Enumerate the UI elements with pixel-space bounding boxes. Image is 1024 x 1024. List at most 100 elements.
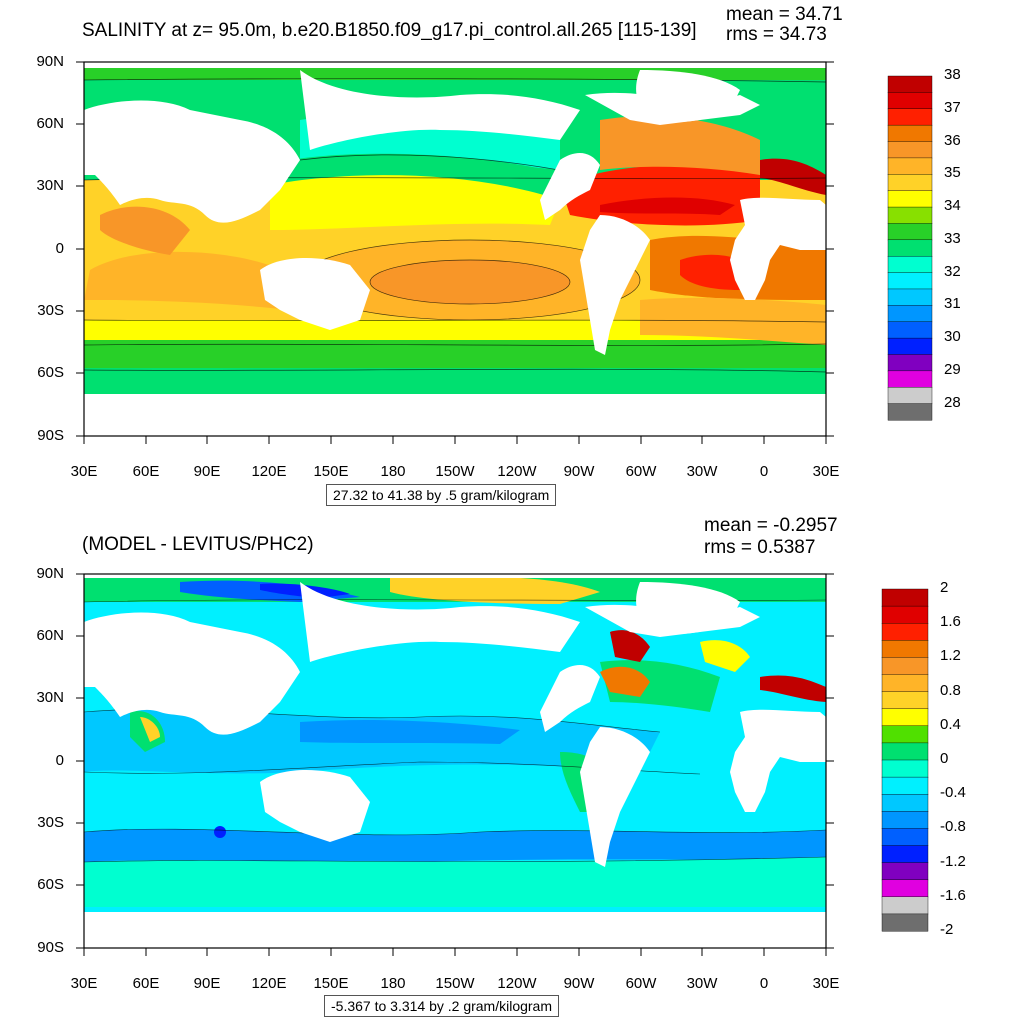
colorbar-label: 0	[940, 750, 949, 767]
difference-rms: rms = 0.5387	[704, 537, 816, 558]
lon-label: 90W	[563, 463, 595, 480]
colorbar-swatch	[881, 845, 929, 864]
lat-label-90s: 90S	[37, 939, 64, 956]
lon-label: 30E	[812, 975, 840, 992]
colorbar-swatch	[887, 75, 933, 93]
lon-label: 120W	[497, 463, 537, 480]
colorbar-swatch	[887, 239, 933, 257]
colorbar-swatch	[881, 742, 929, 761]
lon-label: 0	[759, 975, 769, 992]
colorbar-swatch	[887, 403, 933, 421]
difference-field	[84, 574, 826, 948]
colorbar-swatch	[887, 321, 933, 339]
difference-mean: mean = -0.2957	[704, 515, 838, 536]
difference-colorbar	[881, 588, 929, 932]
lat-label-60s: 60S	[37, 364, 64, 381]
colorbar-swatch	[881, 708, 929, 727]
colorbar-swatch	[887, 206, 933, 224]
lon-label: 60W	[625, 463, 657, 480]
colorbar-swatch	[881, 674, 929, 693]
colorbar-swatch	[887, 288, 933, 306]
lat-label-60n: 60N	[36, 115, 64, 132]
colorbar-label: 1.2	[940, 647, 961, 665]
colorbar-swatch	[887, 124, 933, 143]
difference-map-title: (MODEL - LEVITUS/PHC2)	[82, 534, 314, 555]
lon-label: 150E	[313, 463, 349, 480]
colorbar-label: 36	[944, 131, 961, 149]
salinity-map	[76, 61, 933, 444]
axis-ticks	[76, 573, 834, 956]
colorbar-swatch	[887, 92, 933, 110]
colorbar-swatch	[887, 305, 933, 323]
colorbar-swatch	[881, 725, 929, 744]
colorbar-swatch	[881, 622, 929, 641]
lon-label: 60E	[132, 975, 160, 992]
colorbar-swatch	[887, 387, 933, 405]
colorbar-label: -0.4	[940, 784, 966, 802]
lon-label: 180	[380, 975, 406, 992]
colorbar-swatch	[881, 879, 929, 898]
lon-label: 30E	[70, 463, 98, 480]
salinity-mean: mean = 34.71	[726, 4, 843, 25]
lat-label-0: 0	[55, 752, 64, 769]
lon-label: 150W	[435, 975, 475, 992]
colorbar-swatch	[887, 157, 933, 175]
colorbar-label: 33	[944, 229, 961, 247]
colorbar-swatch	[887, 354, 933, 372]
colorbar-swatch	[881, 913, 929, 932]
salinity-map-title: SALINITY at z= 95.0m, b.e20.B1850.f09_g1…	[82, 20, 697, 41]
colorbar-label: -1.2	[940, 852, 966, 870]
colorbar-label: -1.6	[940, 886, 966, 904]
colorbar-swatch	[887, 190, 933, 208]
colorbar-swatch	[881, 862, 929, 881]
colorbar-label: 0.4	[940, 715, 961, 733]
colorbar-swatch	[887, 141, 933, 159]
colorbar-label: 1.6	[940, 613, 961, 631]
lon-label: 30E	[70, 975, 98, 992]
colorbar-label: 35	[944, 164, 961, 182]
lon-label: 60E	[132, 463, 160, 480]
lat-label-90n: 90N	[36, 565, 64, 582]
colorbar-label: 28	[944, 393, 961, 411]
colorbar-swatch	[881, 794, 929, 812]
colorbar-swatch	[881, 896, 929, 915]
colorbar-label: 30	[944, 328, 961, 346]
lon-label: 120E	[251, 463, 287, 480]
colorbar-swatch	[887, 174, 933, 192]
colorbar-swatch	[881, 588, 929, 607]
lat-label-30s: 30S	[37, 814, 64, 831]
colorbar-swatch	[887, 108, 933, 126]
lat-label-90s: 90S	[37, 427, 64, 444]
lon-label: 180	[380, 463, 406, 480]
colorbar-swatch	[887, 337, 933, 355]
lat-label-30s: 30S	[37, 302, 64, 319]
colorbar-label: -0.8	[940, 818, 966, 836]
colorbar-swatch	[887, 272, 933, 290]
land	[84, 62, 826, 436]
lon-label: 150W	[435, 463, 475, 480]
colorbar-swatch	[881, 811, 929, 829]
colorbar-label: 2	[940, 579, 949, 596]
colorbar-swatch	[881, 691, 929, 710]
lon-label: 120E	[251, 975, 287, 992]
salinity-field	[84, 62, 826, 436]
lat-label-30n: 30N	[36, 689, 64, 706]
colorbar-swatch	[887, 255, 933, 274]
land	[84, 574, 826, 948]
colorbar-label: 29	[944, 360, 961, 378]
salinity-colorbar	[887, 75, 933, 421]
lon-label: 0	[759, 463, 769, 480]
colorbar-label: 31	[944, 295, 961, 313]
colorbar-label: 34	[944, 197, 961, 215]
axis-ticks	[76, 61, 834, 444]
lat-label-60n: 60N	[36, 627, 64, 644]
colorbar-label: -2	[940, 921, 954, 938]
lat-label-30n: 30N	[36, 177, 64, 194]
colorbar-swatch	[881, 605, 929, 624]
lon-label: 60W	[625, 975, 657, 992]
colorbar-swatch	[881, 759, 929, 778]
colorbar-swatch	[887, 370, 933, 388]
lon-label: 90E	[193, 463, 221, 480]
salinity-rms: rms = 34.73	[726, 24, 827, 45]
colorbar-swatch	[881, 776, 929, 795]
